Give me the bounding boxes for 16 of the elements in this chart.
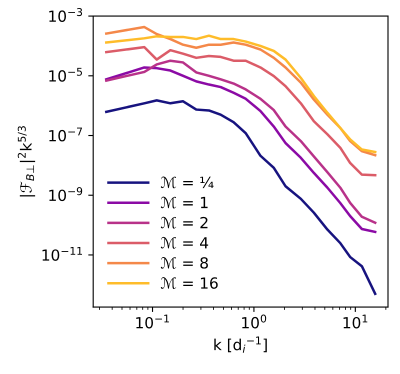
y-tick-label: 10$^{−3}$ (49, 8, 82, 22)
y-tick-label: 10$^{−5}$ (49, 68, 82, 82)
legend-label: ℳ = 16 (160, 277, 218, 290)
y-axis-title: |ℱ$_{B⊥}$|$^{2}$k$^{5/3}$ (18, 126, 36, 196)
x-tick-label: 10$^{0}$ (242, 314, 266, 328)
y-tick-label: 10$^{−11}$ (42, 247, 82, 261)
x-axis-title: k [d$_{i}$$^{−1}$] (214, 336, 267, 353)
legend-label: ℳ = 4 (160, 236, 208, 249)
y-tick-label: 10$^{−9}$ (49, 187, 82, 202)
legend-label: ℳ = 1 (160, 196, 208, 208)
legend-label: ℳ = 8 (160, 256, 208, 269)
x-tick-label: 10$^{−1}$ (136, 314, 169, 328)
legend-label: ℳ = ¼ (160, 176, 214, 188)
y-tick-label: 10$^{−7}$ (49, 128, 82, 142)
legend-label: ℳ = 2 (160, 216, 208, 229)
x-tick-label: 10$^{1}$ (344, 314, 368, 328)
